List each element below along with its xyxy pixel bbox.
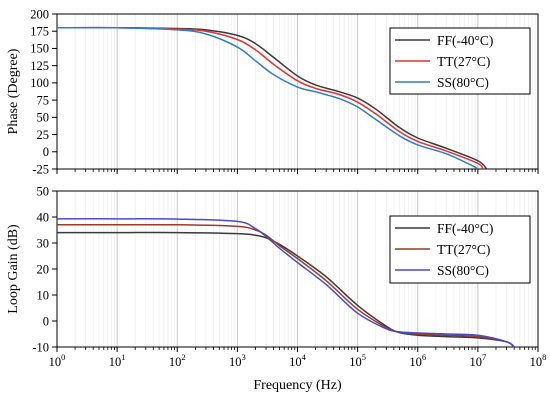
series-line-2 <box>57 26 484 170</box>
legend-label-1: FF(-40°C) <box>437 33 493 48</box>
series-line-1 <box>57 231 515 348</box>
y-tick-label: 30 <box>37 236 50 250</box>
x-tick-label: 108 <box>530 352 547 369</box>
x-tick-label: 102 <box>169 352 186 369</box>
x-tick-label: 104 <box>289 352 307 369</box>
y-tick-label: 0 <box>43 314 49 328</box>
legend-label-2: TT(27°C) <box>437 54 490 69</box>
series-line-2 <box>57 223 515 348</box>
x-axis-title: Frequency (Hz) <box>253 378 342 393</box>
legend-label-1: FF(-40°C) <box>437 221 493 236</box>
y-axis-title: Loop Gain (dB) <box>6 224 21 314</box>
y-tick-label: 50 <box>37 111 50 125</box>
y-tick-label: 100 <box>30 76 49 90</box>
series-line-3 <box>57 218 515 348</box>
legend-label-3: SS(80°C) <box>437 75 489 90</box>
series-line-1 <box>57 26 488 170</box>
series-line-3 <box>57 26 479 170</box>
y-axis-title: Phase (Degree) <box>6 48 21 134</box>
x-tick-label: 101 <box>109 352 126 369</box>
y-tick-label: 150 <box>30 42 49 56</box>
y-tick-label: 10 <box>37 288 50 302</box>
y-tick-label: 25 <box>37 128 50 142</box>
legend-label-3: SS(80°C) <box>437 263 489 278</box>
y-tick-label: 175 <box>30 25 49 39</box>
y-tick-label: 125 <box>30 59 49 73</box>
panel-1: -25 0 25 50 75 100 125 150 175 200 Phase (Degree) F… <box>6 7 539 176</box>
y-tick-label: 20 <box>37 262 50 276</box>
x-tick-label: 105 <box>349 352 366 369</box>
legend: FF(-40°C) TT(27°C) SS(80°C) <box>389 27 531 95</box>
y-tick-label: 40 <box>37 210 50 224</box>
y-tick-label: 200 <box>30 7 49 21</box>
x-tick-label: 106 <box>409 352 426 369</box>
legend: FF(-40°C) TT(27°C) SS(80°C) <box>389 215 531 284</box>
y-tick-label: 0 <box>43 145 49 159</box>
y-tick-label: 75 <box>37 93 50 107</box>
y-tick-label: 50 <box>37 184 50 198</box>
y-tick-label: -10 <box>32 340 49 354</box>
x-tick-label: 100 <box>49 352 66 369</box>
panel-2: -10 0 10 20 30 40 50 100 101 102 103 104 105 106 107 10… <box>6 184 546 393</box>
x-tick-label: 103 <box>229 352 246 369</box>
legend-label-2: TT(27°C) <box>437 242 490 257</box>
x-tick-label: 107 <box>470 352 487 369</box>
y-tick-label: -25 <box>32 162 49 176</box>
